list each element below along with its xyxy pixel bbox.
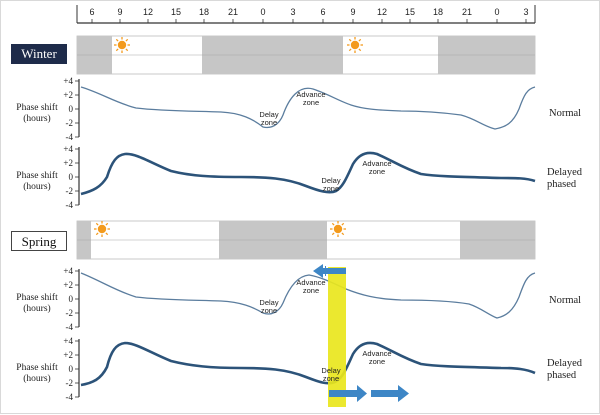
row-label-delayed: Delayed phased [547, 167, 582, 190]
y-tick-label: +2 [63, 158, 73, 168]
hour-label: 6 [320, 7, 326, 17]
y-tick-label: -4 [65, 200, 74, 210]
y-tick-label: -4 [65, 392, 74, 402]
y-tick-label: 0 [68, 172, 74, 182]
y-tick-label: +4 [63, 336, 73, 346]
hour-label: 18 [198, 7, 209, 17]
sun-icon [330, 221, 346, 237]
highlight-bar [328, 267, 346, 407]
hour-label: 6 [89, 7, 95, 17]
y-tick-label: +4 [63, 76, 73, 86]
delay-zone-label: Delay zone [321, 366, 341, 383]
hour-label: 21 [227, 7, 238, 17]
y-axis-title: Phase shift (hours) [16, 171, 58, 192]
winter-light-dark-bar [76, 35, 536, 75]
row-label-normal: Normal [549, 108, 582, 119]
advance-zone-label: Advance zone [362, 349, 392, 366]
sun-icon [347, 37, 363, 53]
y-tick-label: +2 [63, 280, 73, 290]
y-tick-label: -4 [65, 322, 74, 332]
hour-label: 0 [260, 7, 266, 17]
sun-icon [114, 37, 130, 53]
hour-label: 12 [142, 7, 153, 17]
hour-label: 15 [170, 7, 181, 17]
y-tick-label: -2 [65, 186, 74, 196]
winter-normal-curve [80, 86, 536, 130]
delay-zone-label: Delay zone [259, 298, 279, 315]
hour-label: 0 [494, 7, 500, 17]
advance-zone-label: Advance zone [296, 278, 326, 295]
y-tick-label: -2 [65, 308, 74, 318]
y-tick-label: +4 [63, 144, 73, 154]
hour-label: 9 [117, 7, 123, 17]
right-arrow-icon [329, 385, 367, 402]
row-label-normal: Normal [549, 295, 582, 306]
sun-icon [94, 221, 110, 237]
delay-zone-label: Delay zone [259, 110, 279, 127]
season-label-winter: Winter [11, 44, 67, 64]
y-axis-title: Phase shift (hours) [16, 293, 58, 314]
hour-label: 12 [376, 7, 387, 17]
hour-label: 21 [461, 7, 472, 17]
left-arrow-icon [313, 264, 346, 278]
advance-zone-label: Advance zone [296, 90, 326, 107]
y-axis-title: Phase shift (hours) [16, 103, 58, 124]
y-tick-label: 0 [68, 294, 74, 304]
hour-label: 3 [290, 7, 296, 17]
spring-delayed-curve [80, 341, 536, 387]
y-tick-label: -2 [65, 118, 74, 128]
delay-zone-label: Delay zone [321, 176, 341, 193]
hour-axis-line [76, 5, 536, 24]
winter-delayed-curve [80, 151, 536, 196]
advance-zone-label: Advance zone [362, 159, 392, 176]
y-tick-label: -2 [65, 378, 74, 388]
y-tick-label: -4 [65, 132, 74, 142]
hour-label: 18 [432, 7, 443, 17]
y-axis-title: Phase shift (hours) [16, 363, 58, 384]
y-tick-label: +4 [63, 266, 73, 276]
hour-label: 9 [350, 7, 356, 17]
y-tick-label: 0 [68, 104, 74, 114]
y-tick-label: +2 [63, 90, 73, 100]
right-arrow-icon [371, 385, 409, 402]
row-label-delayed: Delayed phased [547, 358, 582, 381]
hour-label: 3 [523, 7, 529, 17]
spring-light-dark-bar [76, 220, 536, 260]
season-label-spring: Spring [11, 231, 67, 251]
phase-axes [75, 79, 80, 398]
y-tick-label: +2 [63, 350, 73, 360]
spring-normal-curve [80, 272, 536, 319]
y-tick-label: 0 [68, 364, 74, 374]
hour-label: 15 [404, 7, 415, 17]
